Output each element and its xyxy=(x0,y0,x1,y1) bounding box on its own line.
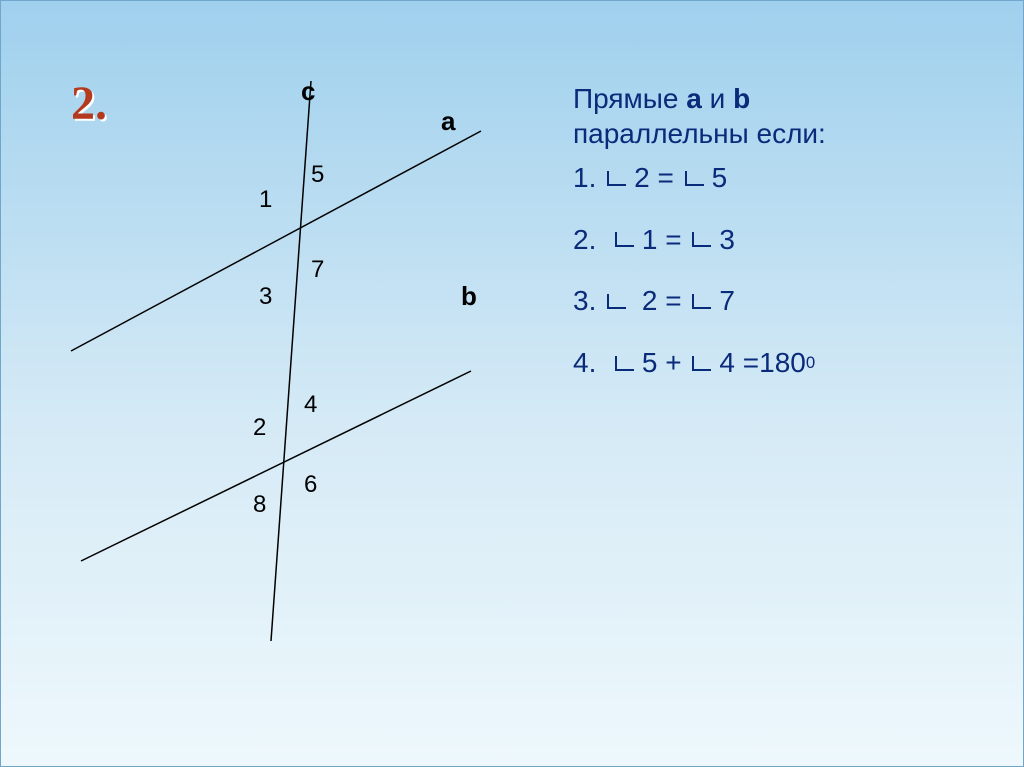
angle-label-2: 2 xyxy=(253,414,266,442)
intro-a: a xyxy=(686,83,702,114)
intro-part2: параллельны если: xyxy=(573,118,826,149)
opt3-lhs: 2 xyxy=(642,284,658,318)
opt2-op: = xyxy=(665,223,681,257)
label-c: c xyxy=(301,76,315,107)
opt4-num: 4. xyxy=(573,346,596,380)
opt1-op: = xyxy=(658,161,674,195)
opt1-num: 1. xyxy=(573,161,596,195)
line-c xyxy=(271,81,311,641)
option-2: 2. 1 = 3 xyxy=(573,223,973,257)
angle-icon xyxy=(606,169,628,187)
line-b xyxy=(81,371,471,561)
label-a: a xyxy=(441,106,455,137)
angle-icon xyxy=(614,230,636,248)
angle-label-6: 6 xyxy=(304,471,317,499)
intro-part1: Прямые xyxy=(573,83,686,114)
opt2-lhs: 1 xyxy=(642,223,658,257)
intro-text: Прямые a и b параллельны если: xyxy=(573,81,973,151)
opt1-rhs: 5 xyxy=(712,161,728,195)
angle-icon xyxy=(691,292,713,310)
opt3-op: = xyxy=(665,284,681,318)
option-4: 4. 5 + 4 =1800 xyxy=(573,346,973,380)
angle-label-4: 4 xyxy=(304,391,317,419)
angle-icon xyxy=(614,354,636,372)
angle-label-1: 1 xyxy=(259,186,272,214)
opt4-suffix: =180 xyxy=(743,346,806,380)
option-3: 3. 2 = 7 xyxy=(573,284,973,318)
opt2-num: 2. xyxy=(573,223,596,257)
angle-label-8: 8 xyxy=(253,491,266,519)
line-a xyxy=(71,131,481,351)
angle-label-7: 7 xyxy=(311,256,324,284)
opt4-sup: 0 xyxy=(806,353,815,373)
opt2-rhs: 3 xyxy=(719,223,735,257)
intro-and: и xyxy=(702,83,733,114)
slide: 2. c a b 1 5 3 7 2 4 8 6 Прямые a и b па… xyxy=(0,0,1024,767)
intro-b: b xyxy=(733,83,750,114)
angle-icon xyxy=(691,230,713,248)
opt1-lhs: 2 xyxy=(634,161,650,195)
angle-icon xyxy=(691,354,713,372)
angle-label-3: 3 xyxy=(259,283,272,311)
text-panel: Прямые a и b параллельны если: 1. 2 = 5 … xyxy=(573,81,973,407)
option-1: 1. 2 = 5 xyxy=(573,161,973,195)
label-b: b xyxy=(461,281,477,312)
opt4-rhs: 4 xyxy=(719,346,735,380)
angle-icon xyxy=(684,169,706,187)
opt3-num: 3. xyxy=(573,284,596,318)
opt4-lhs: 5 xyxy=(642,346,658,380)
angle-icon xyxy=(606,292,628,310)
opt4-op: + xyxy=(665,346,681,380)
opt3-rhs: 7 xyxy=(719,284,735,318)
angle-label-5: 5 xyxy=(311,161,324,189)
